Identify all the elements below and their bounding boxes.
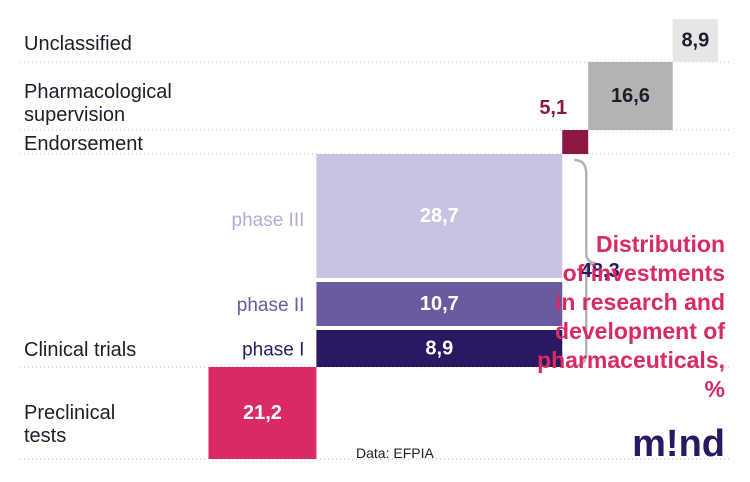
total-value-label: 48,3 [581,260,620,282]
bar-value-label: 5,1 [539,97,567,119]
category-label: Endorsement [24,133,143,155]
chart-title: Distribution of investments in research an… [537,231,725,402]
bar [208,367,317,459]
category-label: Pharmacological supervision [24,81,172,126]
bar-value-label: 21,2 [243,402,282,424]
phase-label: phase II [237,295,305,316]
bar-value-label: 16,6 [611,85,650,107]
bar [672,19,718,62]
brand-logo: m!nd [632,423,725,465]
phase-label: phase III [232,210,305,231]
bar-value-label: 28,7 [420,205,459,227]
source-label: Data: EFPIA [356,445,434,461]
bar-value-label: 8,9 [681,30,709,52]
bar-phase [316,330,563,367]
category-label: Clinical trials [24,339,136,361]
bar [588,62,673,130]
phase-label: phase I [242,340,304,361]
category-label: Unclassified [24,33,132,55]
bar-value-label: 8,9 [425,338,453,360]
bar [562,130,589,154]
bar-phase [316,154,563,278]
bar-phase [316,282,563,326]
brace [574,158,597,368]
category-label: Preclinical tests [24,402,115,447]
bar-value-label: 10,7 [420,293,459,315]
